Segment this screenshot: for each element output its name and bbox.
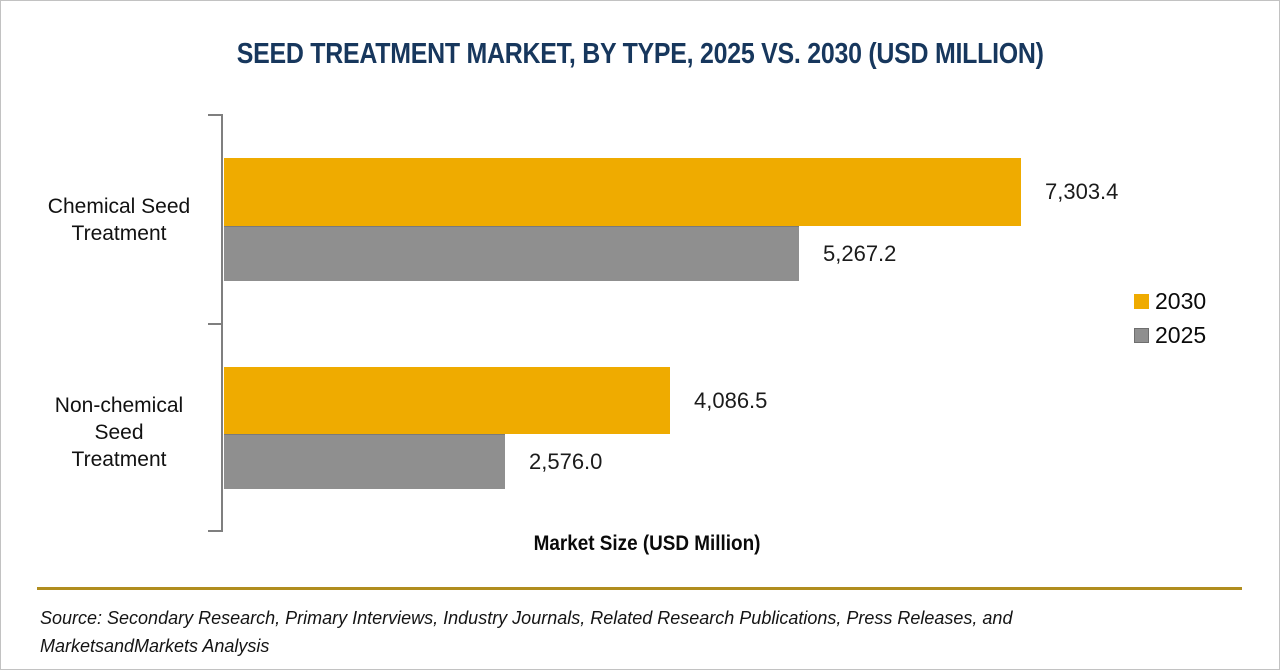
bar-row-non-chemical-2030: 4,086.5 (224, 367, 767, 434)
y-axis-line (221, 114, 223, 532)
category-label-line: Treatment (71, 222, 167, 245)
category-label-line: Non-chemical (54, 394, 184, 417)
value-label-chemical-2030: 7,303.4 (1045, 179, 1119, 204)
x-axis-label: Market Size (USD Million) (0, 532, 1280, 556)
category-label-chemical: Chemical Seed Treatment (28, 193, 210, 247)
bar-row-chemical-2025: 5,267.2 (224, 226, 896, 281)
x-axis-label-text: Market Size (USD Million) (533, 532, 761, 555)
gold-divider-rule (37, 587, 1242, 590)
category-label-line: Seed (94, 421, 144, 444)
bar-non-chemical-2030 (224, 367, 670, 434)
category-label-non-chemical: Non-chemical Seed Treatment (28, 392, 210, 473)
chart-title: SEED TREATMENT MARKET, BY TYPE, 2025 VS.… (0, 38, 1280, 71)
source-note-line2: MarketsandMarkets Analysis (40, 636, 270, 656)
source-note: Source: Secondary Research, Primary Inte… (40, 604, 1200, 660)
legend-swatch-2030 (1134, 293, 1149, 309)
bar-non-chemical-2025 (224, 434, 505, 489)
y-axis-tick-top (208, 114, 222, 116)
legend-label-2025: 2025 (1155, 321, 1207, 348)
y-axis-tick-bottom (208, 530, 222, 532)
legend-item-2025: 2025 (1134, 322, 1206, 348)
legend-item-2030: 2030 (1134, 288, 1206, 314)
value-label-non-chemical-2030: 4,086.5 (694, 387, 768, 413)
category-label-line: Treatment (71, 448, 167, 471)
value-label-chemical-2025: 5,267.2 (823, 240, 897, 266)
chart-title-text: SEED TREATMENT MARKET, BY TYPE, 2025 VS.… (236, 38, 1044, 70)
bar-row-non-chemical-2025: 2,576.0 (224, 434, 602, 489)
legend: 2030 2025 (1134, 288, 1206, 356)
y-axis-tick-middle (208, 323, 222, 325)
source-note-line1: Source: Secondary Research, Primary Inte… (40, 608, 1013, 628)
bar-chemical-2025 (224, 226, 799, 281)
category-label-line: Chemical Seed (47, 195, 191, 218)
bar-chemical-2030 (224, 158, 1021, 226)
value-label-non-chemical-2025: 2,576.0 (529, 448, 603, 474)
bar-row-chemical-2030: 7,303.4 (224, 158, 1118, 226)
legend-label-2030: 2030 (1155, 287, 1207, 314)
legend-swatch-2025 (1134, 327, 1149, 343)
